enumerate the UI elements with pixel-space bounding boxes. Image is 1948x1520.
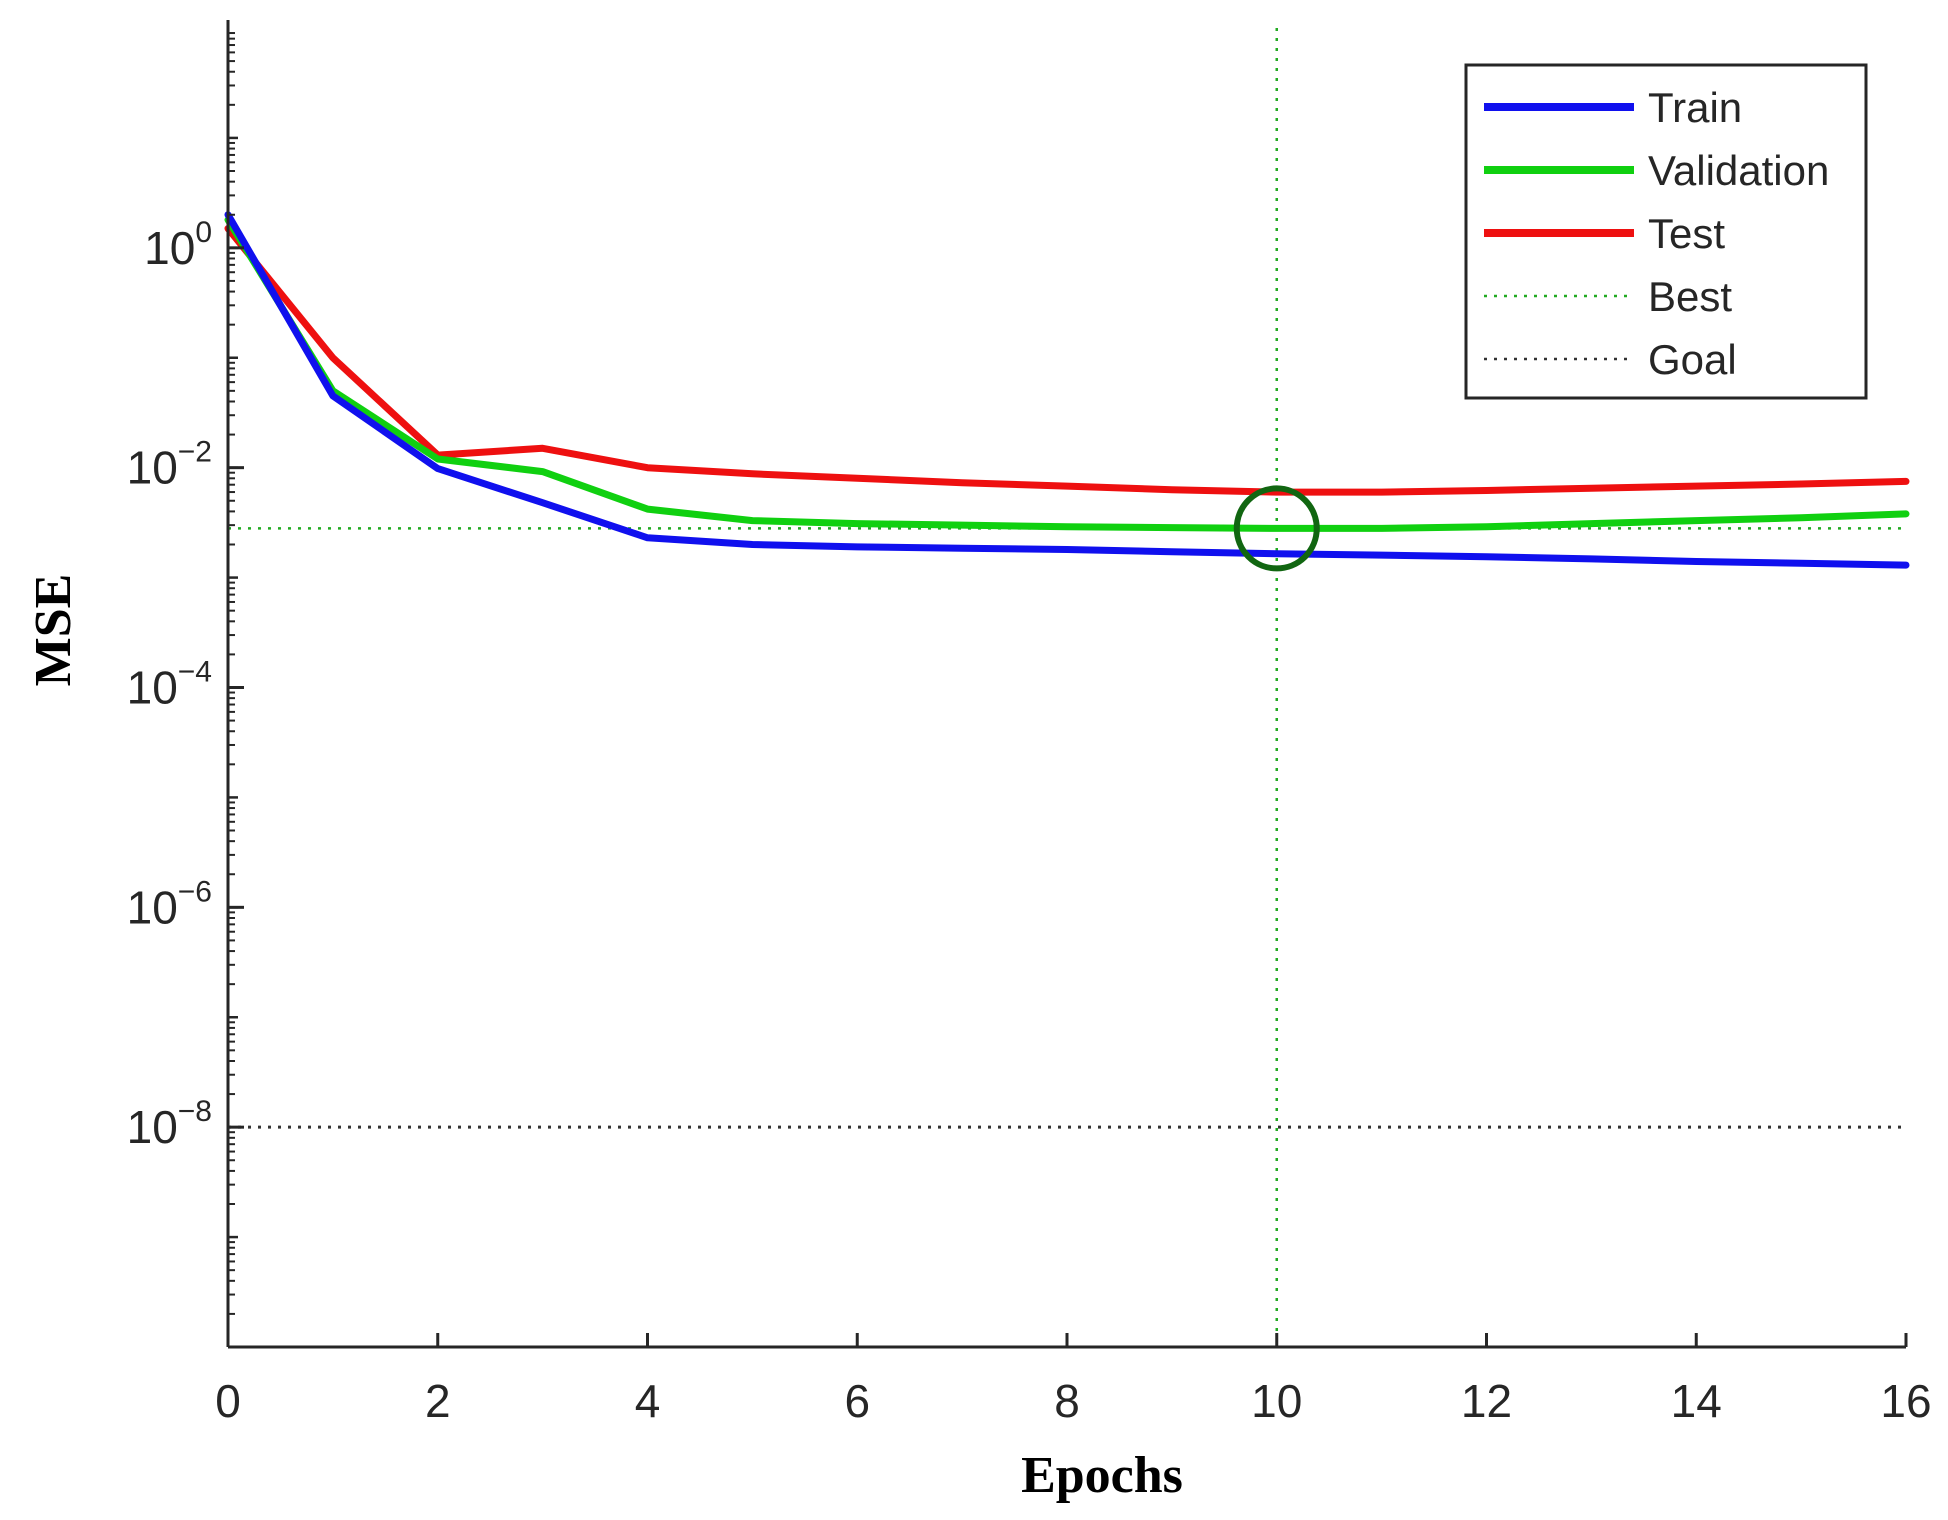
y-tick-label: 10−4: [127, 656, 212, 714]
x-tick-label: 2: [425, 1375, 451, 1427]
y-tick-label: 10−6: [127, 875, 212, 933]
series-line-validation: [224, 216, 1910, 532]
legend-label-validation: Validation: [1648, 147, 1829, 194]
legend-label-goal: Goal: [1648, 336, 1737, 383]
y-tick-label: 10−2: [127, 436, 212, 494]
best-marker-circle: [1233, 485, 1320, 572]
legend: Train Validation Test Best Goal: [1464, 63, 1868, 400]
x-tick-label: 4: [635, 1375, 661, 1427]
series-line-test: [224, 225, 1910, 496]
x-tick-label: 8: [1054, 1375, 1080, 1427]
x-tick-label: 14: [1671, 1375, 1722, 1427]
y-axis-title: MSE: [25, 574, 82, 687]
x-tick-label: 6: [844, 1375, 870, 1427]
series-line-train: [224, 211, 1910, 569]
legend-label-test: Test: [1648, 210, 1725, 257]
x-tick-label: 12: [1461, 1375, 1512, 1427]
y-tick-label: 100: [144, 216, 212, 274]
x-axis-title: Epochs: [1021, 1447, 1183, 1504]
x-tick-label: 10: [1251, 1375, 1302, 1427]
x-tick-label: 0: [215, 1375, 241, 1427]
x-tick-label: 16: [1880, 1375, 1931, 1427]
legend-label-train: Train: [1648, 84, 1742, 131]
y-tick-label: 10−8: [127, 1095, 212, 1153]
legend-label-best: Best: [1648, 273, 1732, 320]
